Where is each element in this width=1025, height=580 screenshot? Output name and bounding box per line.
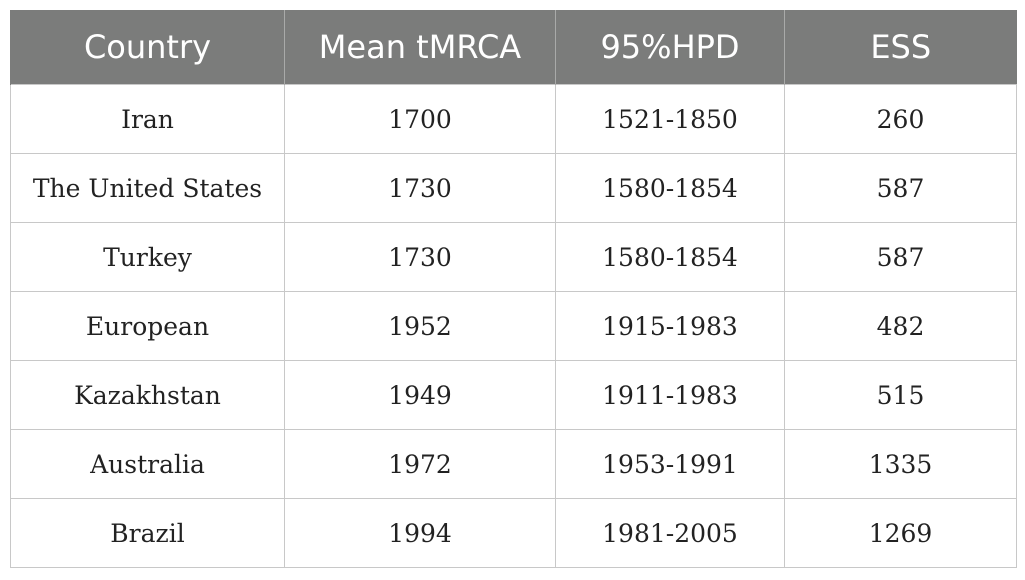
cell-country: Kazakhstan [10, 360, 285, 430]
table-row: Kazakhstan 1949 1911-1983 515 [10, 360, 1017, 430]
cell-ess: 587 [784, 222, 1017, 292]
header-ess: ESS [784, 10, 1017, 85]
cell-mean-tmrca: 1972 [284, 429, 556, 499]
cell-95-hpd: 1981-2005 [555, 498, 785, 568]
cell-ess: 482 [784, 291, 1017, 361]
cell-mean-tmrca: 1730 [284, 153, 556, 223]
cell-95-hpd: 1580-1854 [555, 222, 785, 292]
cell-95-hpd: 1915-1983 [555, 291, 785, 361]
table-body: Iran 1700 1521-1850 260 The United State… [10, 84, 1017, 568]
header-country: Country [10, 10, 285, 85]
cell-95-hpd: 1911-1983 [555, 360, 785, 430]
table-row: Turkey 1730 1580-1854 587 [10, 222, 1017, 292]
cell-country: European [10, 291, 285, 361]
cell-ess: 1335 [784, 429, 1017, 499]
cell-mean-tmrca: 1949 [284, 360, 556, 430]
cell-95-hpd: 1580-1854 [555, 153, 785, 223]
table-row: Brazil 1994 1981-2005 1269 [10, 498, 1017, 568]
cell-country: Turkey [10, 222, 285, 292]
data-table-container: Country Mean tMRCA 95%HPD ESS Iran 1700 … [10, 10, 1017, 568]
header-mean-tmrca: Mean tMRCA [284, 10, 556, 85]
table-row: The United States 1730 1580-1854 587 [10, 153, 1017, 223]
cell-mean-tmrca: 1952 [284, 291, 556, 361]
cell-ess: 260 [784, 84, 1017, 154]
table-header: Country Mean tMRCA 95%HPD ESS [10, 10, 1017, 85]
table-row: Iran 1700 1521-1850 260 [10, 84, 1017, 154]
cell-country: Australia [10, 429, 285, 499]
table-row: Australia 1972 1953-1991 1335 [10, 429, 1017, 499]
data-table: Country Mean tMRCA 95%HPD ESS Iran 1700 … [10, 10, 1017, 568]
table-row: European 1952 1915-1983 482 [10, 291, 1017, 361]
cell-95-hpd: 1521-1850 [555, 84, 785, 154]
cell-ess: 587 [784, 153, 1017, 223]
cell-ess: 1269 [784, 498, 1017, 568]
header-row: Country Mean tMRCA 95%HPD ESS [10, 10, 1017, 85]
cell-ess: 515 [784, 360, 1017, 430]
cell-country: The United States [10, 153, 285, 223]
cell-country: Brazil [10, 498, 285, 568]
cell-95-hpd: 1953-1991 [555, 429, 785, 499]
cell-mean-tmrca: 1994 [284, 498, 556, 568]
header-95-hpd: 95%HPD [555, 10, 785, 85]
cell-mean-tmrca: 1700 [284, 84, 556, 154]
cell-mean-tmrca: 1730 [284, 222, 556, 292]
cell-country: Iran [10, 84, 285, 154]
